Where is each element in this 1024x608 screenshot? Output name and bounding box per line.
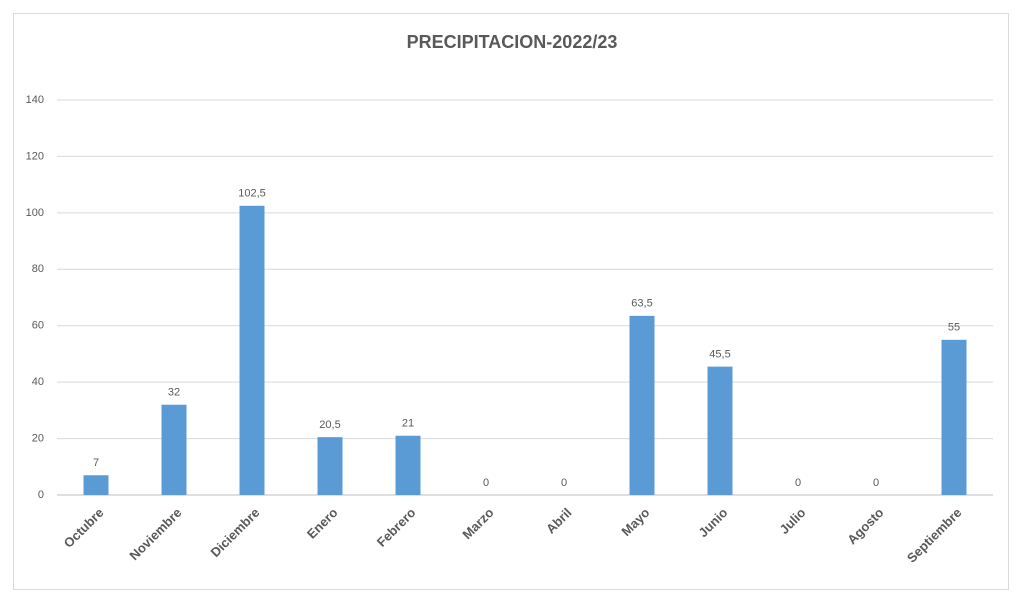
value-label: 45,5 [709,349,730,361]
value-label: 32 [168,387,180,399]
chart-title: PRECIPITACION-2022/23 [407,32,618,52]
bar [317,437,343,495]
y-tick-label: 140 [26,94,44,106]
bar [395,435,421,495]
y-tick-label: 0 [38,489,44,501]
bar [629,315,655,495]
value-label: 0 [873,477,879,489]
y-tick-label: 80 [32,263,44,275]
value-label: 102,5 [238,188,266,200]
value-label: 0 [561,477,567,489]
value-label: 20,5 [319,419,340,431]
value-label: 0 [795,477,801,489]
y-tick-label: 120 [26,150,44,162]
bar [83,475,109,495]
bar [239,205,265,495]
y-tick-label: 60 [32,320,44,332]
y-tick-label: 100 [26,207,44,219]
bar [161,404,187,495]
value-label: 63,5 [631,298,652,310]
y-tick-label: 20 [32,432,44,444]
bar [941,339,967,495]
value-label: 21 [402,418,414,430]
y-tick-label: 40 [32,376,44,388]
bar [707,366,733,495]
value-label: 55 [948,322,960,334]
value-label: 0 [483,477,489,489]
value-label: 7 [93,457,99,469]
